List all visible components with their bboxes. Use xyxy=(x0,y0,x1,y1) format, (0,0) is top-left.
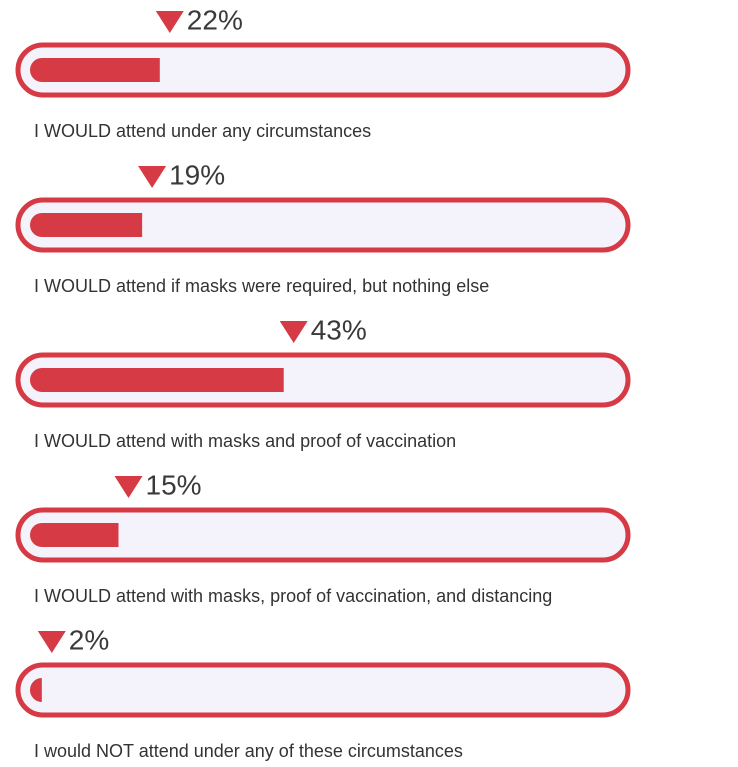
bar-track xyxy=(15,42,631,98)
bar-track xyxy=(15,507,631,563)
marker-triangle xyxy=(138,166,167,188)
bar xyxy=(30,678,42,702)
bar xyxy=(30,58,160,82)
category-label: I WOULD attend with masks, proof of vacc… xyxy=(34,586,552,606)
bar-track xyxy=(15,352,631,408)
marker-triangle xyxy=(37,631,66,653)
bar xyxy=(30,523,119,547)
bar-track xyxy=(15,197,631,253)
bar xyxy=(30,213,143,237)
category-label: I WOULD attend with masks and proof of v… xyxy=(34,431,456,451)
category-label: I would NOT attend under any of these ci… xyxy=(34,741,463,761)
value-label: 43% xyxy=(311,314,367,345)
marker-triangle xyxy=(114,476,143,498)
bar-track xyxy=(15,662,631,718)
marker-triangle xyxy=(279,321,308,343)
value-label: 19% xyxy=(169,159,225,190)
category-label: I WOULD attend under any circumstances xyxy=(34,121,371,141)
value-label: 22% xyxy=(187,4,243,35)
bar xyxy=(30,368,284,392)
marker-triangle xyxy=(155,11,184,33)
value-label: 15% xyxy=(146,469,202,500)
value-label: 2% xyxy=(69,624,109,655)
category-label: I WOULD attend if masks were required, b… xyxy=(34,276,489,296)
